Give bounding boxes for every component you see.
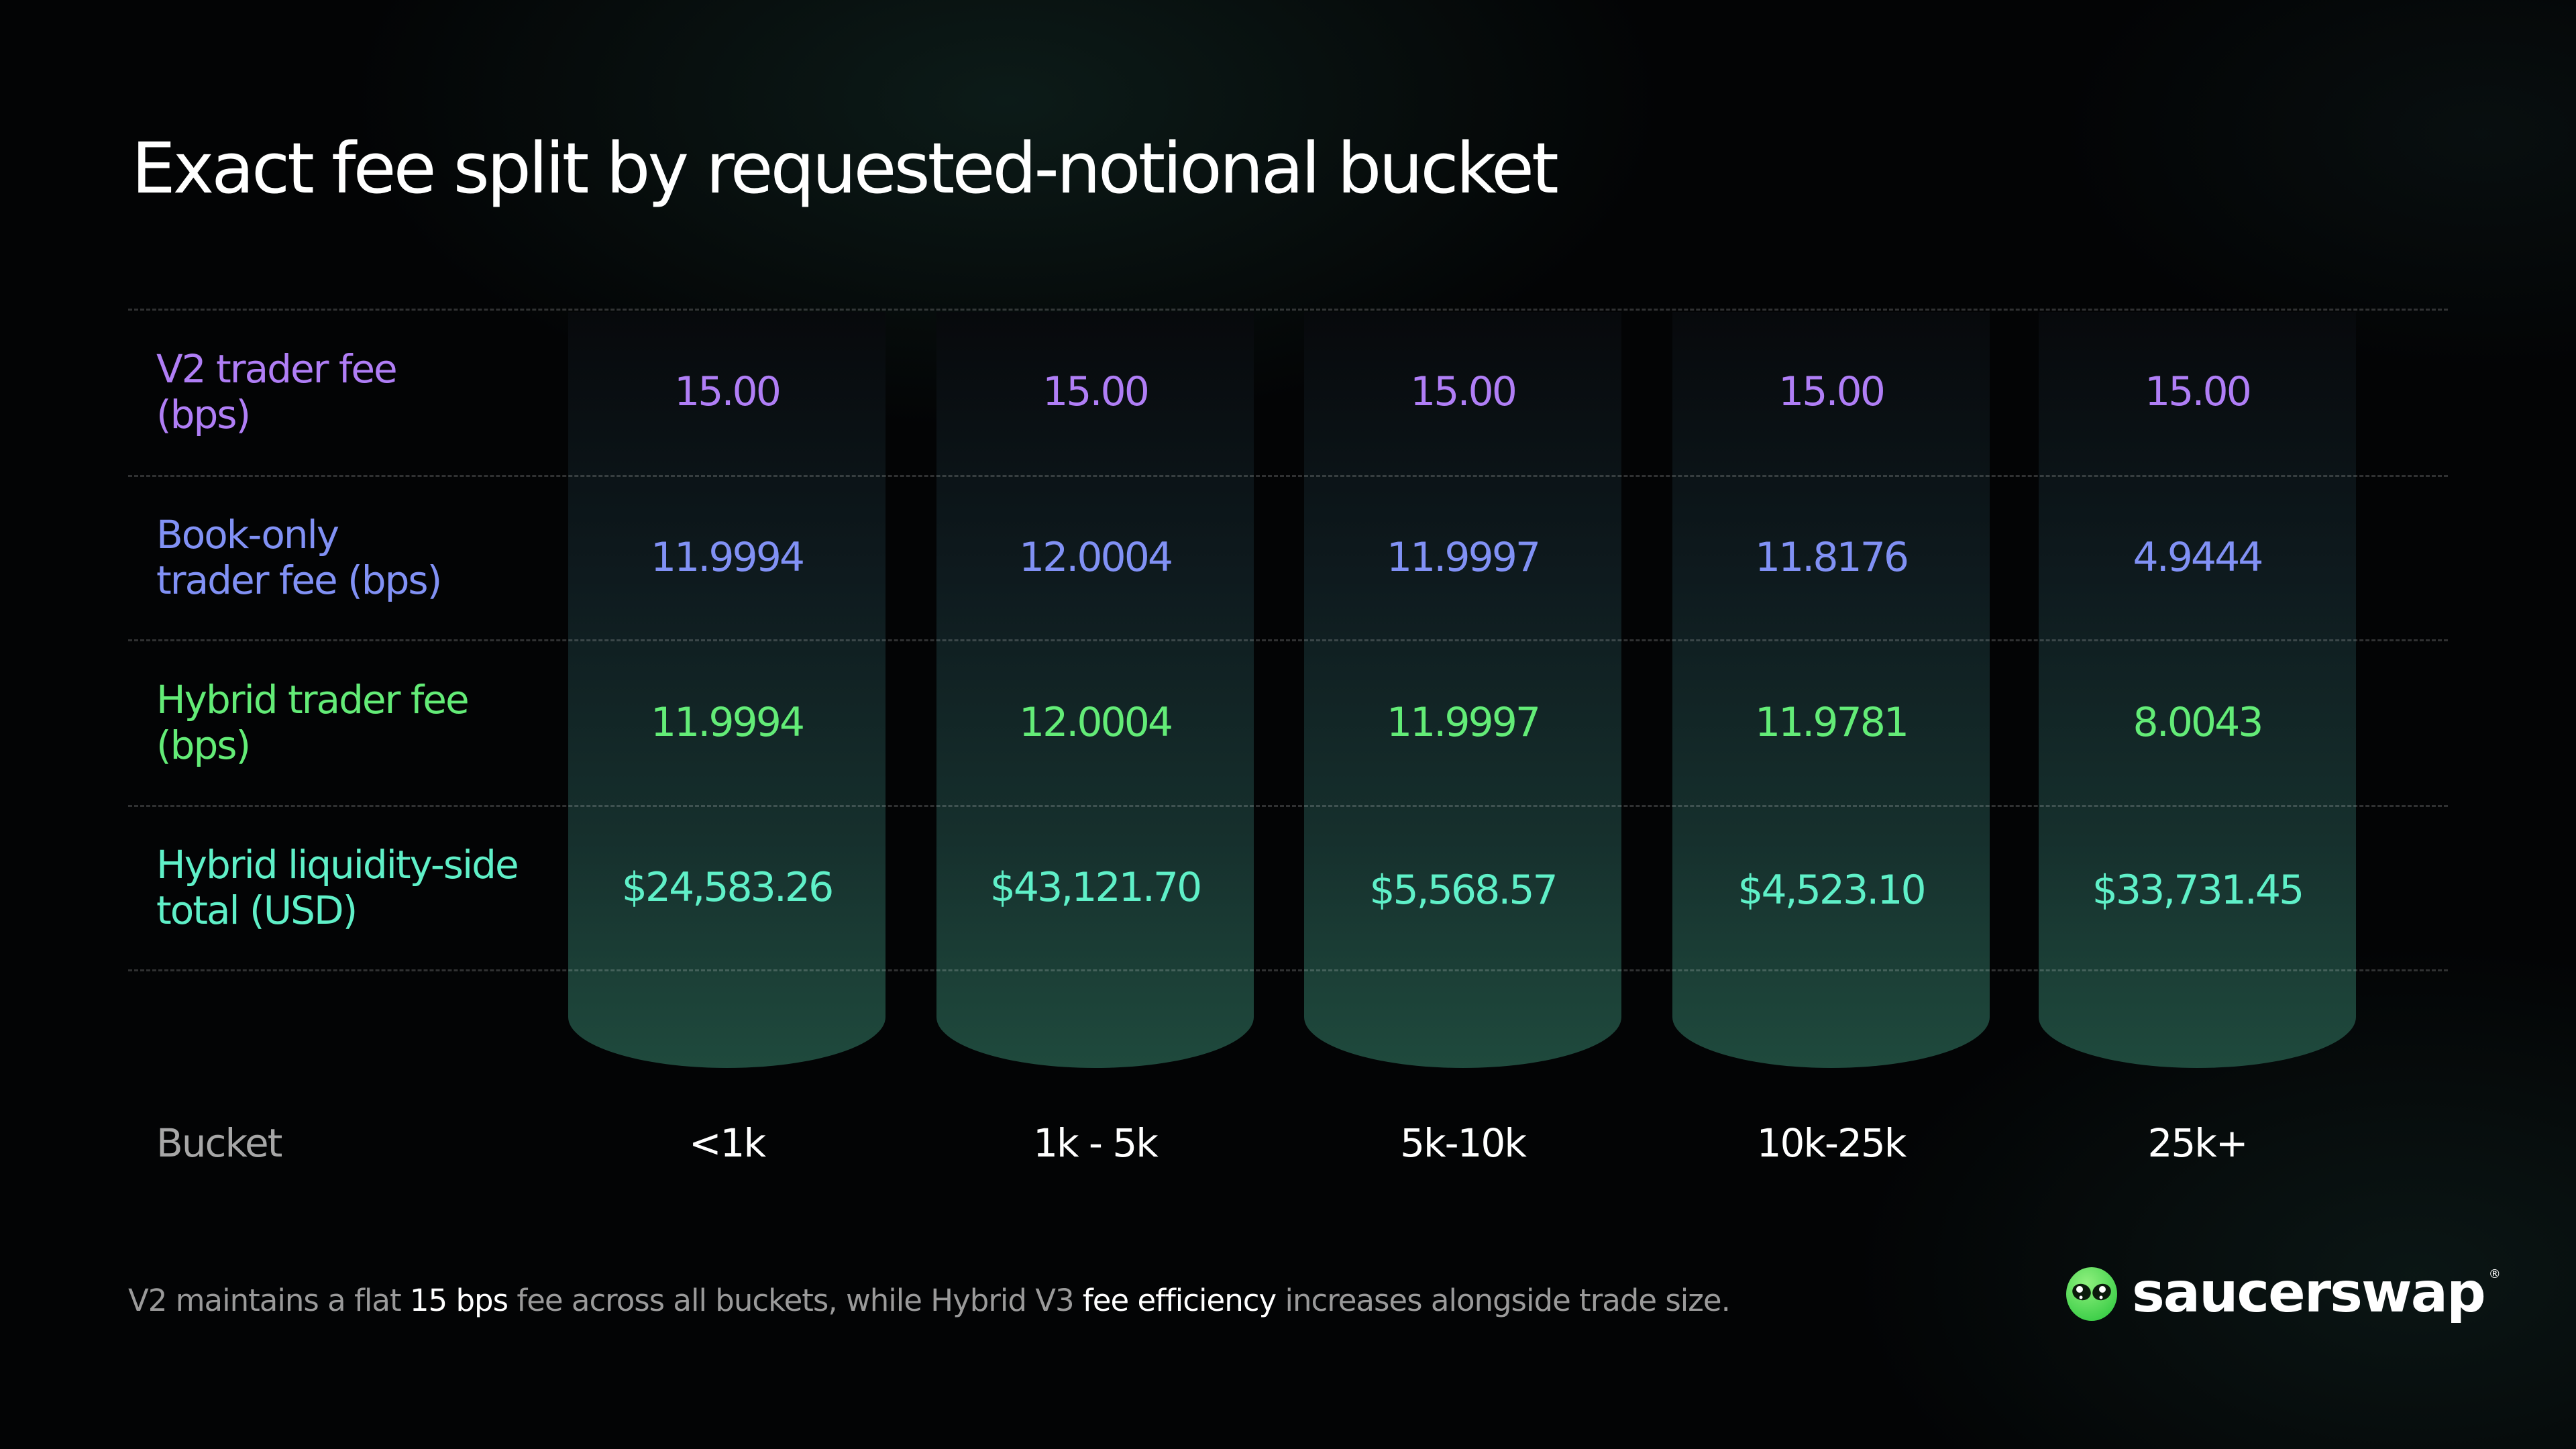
row-label-line: total (USD) [156,887,358,933]
table-cell: 11.9997 [1386,698,1541,746]
footer-text: V2 maintains a flat [128,1283,410,1318]
table-cell: $5,568.57 [1369,866,1558,914]
table-cell: 4.9444 [2133,533,2264,581]
table-cell: 11.9781 [1754,698,1909,746]
row-label-line: trader fee (bps) [156,557,442,603]
row-label-line: Book-only [156,511,339,557]
table-cell: 11.9994 [650,533,805,581]
bucket-label: <1k [688,1120,766,1166]
row-label-line: Hybrid liquidity-side [156,841,519,888]
footer-text: increases alongside trade size. [1276,1283,1730,1318]
divider [128,475,2448,477]
footer-highlight: fee efficiency [1082,1283,1277,1318]
footer-note: V2 maintains a flat 15 bps fee across al… [128,1283,1731,1318]
table-cell: $33,731.45 [2092,866,2305,914]
saucerswap-logo: saucerswap ® [2063,1261,2501,1325]
registered-mark: ® [2488,1267,2501,1281]
row-label: Book-only trader fee (bps) [156,511,442,603]
divider [128,309,2448,311]
table-cell: 12.0004 [1018,533,1173,581]
table-cell: 15.00 [674,368,782,415]
divider [128,639,2448,641]
bucket-header: Bucket [156,1120,282,1166]
table-cell: $24,583.26 [621,863,835,911]
footer-highlight: 15 bps [409,1283,508,1318]
logo-wordmark: saucerswap [2132,1261,2486,1325]
footer-text: fee across all buckets, while Hybrid V3 [508,1283,1083,1318]
table-cell: 15.00 [1410,368,1517,415]
bucket-column-4 [2039,312,2356,1068]
row-label-line: Hybrid trader fee [156,676,470,722]
table-cell: 11.9997 [1386,533,1541,581]
table-cell: 15.00 [1778,368,1886,415]
table-cell: 11.9994 [650,698,805,746]
table-cell: 15.00 [1042,368,1150,415]
bucket-column-2 [1304,312,1621,1068]
row-label-line: (bps) [156,722,251,768]
bucket-label: 1k - 5k [1033,1120,1159,1166]
bucket-column-3 [1672,312,1990,1068]
table-cell: $43,121.70 [989,863,1203,911]
bucket-column-1 [936,312,1254,1068]
row-label-line: (bps) [156,392,251,437]
row-label-line: V2 trader fee [156,346,398,392]
bucket-label: 10k-25k [1756,1120,1907,1166]
table-cell: $4,523.10 [1737,866,1926,914]
bucket-column-0 [568,312,885,1068]
table-cell: 11.8176 [1754,533,1909,581]
divider [128,805,2448,807]
row-label: Hybrid trader fee (bps) [156,676,470,768]
table-cell: 12.0004 [1018,698,1173,746]
page-title: Exact fee split by requested-notional bu… [131,127,1559,209]
table-cell: 15.00 [2145,368,2252,415]
table-cell: 8.0043 [2133,698,2264,746]
row-label: Hybrid liquidity-side total (USD) [156,841,519,933]
bucket-label: 5k-10k [1400,1120,1527,1166]
row-label: V2 trader fee (bps) [156,346,398,437]
alien-head-icon [2066,1267,2117,1321]
bucket-label: 25k+ [2147,1120,2249,1166]
divider [128,969,2448,971]
